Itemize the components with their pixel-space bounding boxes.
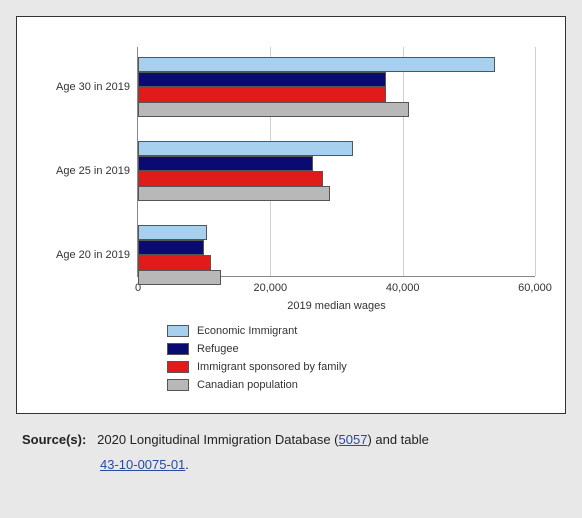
bar-group: Age 25 in 2019	[138, 141, 535, 201]
legend-item: Economic Immigrant	[167, 325, 545, 337]
chart: 2019 median wages 020,00040,00060,000Age…	[37, 37, 545, 317]
legend: Economic Immigrant Refugee Immigrant spons…	[167, 325, 545, 391]
bar-refugee	[138, 240, 204, 255]
chart-panel: 2019 median wages 020,00040,00060,000Age…	[16, 16, 566, 414]
legend-label: Immigrant sponsored by family	[197, 361, 347, 373]
bar-family	[138, 255, 211, 270]
source-text-2: ) and table	[367, 432, 428, 447]
legend-label: Refugee	[197, 343, 239, 355]
bar-family	[138, 87, 386, 102]
bar-group: Age 20 in 2019	[138, 225, 535, 285]
bar-canadian	[138, 186, 330, 201]
bar-economic	[138, 141, 353, 156]
y-category-label: Age 25 in 2019	[38, 165, 138, 177]
legend-label: Canadian population	[197, 379, 298, 391]
source-text-3: .	[185, 457, 189, 472]
legend-swatch	[167, 325, 189, 337]
source-link-table[interactable]: 43-10-0075-01	[100, 457, 185, 472]
plot-area: 2019 median wages 020,00040,00060,000Age…	[137, 47, 535, 277]
y-category-label: Age 30 in 2019	[38, 81, 138, 93]
source-label: Source(s):	[22, 432, 86, 447]
source-line: Source(s): 2020 Longitudinal Immigration…	[22, 428, 560, 477]
bar-economic	[138, 57, 495, 72]
bar-economic	[138, 225, 207, 240]
source-link-5057[interactable]: 5057	[339, 432, 368, 447]
x-axis-title: 2019 median wages	[138, 300, 535, 312]
legend-swatch	[167, 379, 189, 391]
bar-canadian	[138, 102, 409, 117]
bar-refugee	[138, 156, 313, 171]
bar-family	[138, 171, 323, 186]
legend-item: Refugee	[167, 343, 545, 355]
bar-group: Age 30 in 2019	[138, 57, 535, 117]
source-text-1: 2020 Longitudinal Immigration Database (	[97, 432, 338, 447]
legend-swatch	[167, 343, 189, 355]
y-category-label: Age 20 in 2019	[38, 249, 138, 261]
gridline	[535, 47, 536, 276]
legend-label: Economic Immigrant	[197, 325, 297, 337]
bar-canadian	[138, 270, 221, 285]
legend-item: Immigrant sponsored by family	[167, 361, 545, 373]
legend-swatch	[167, 361, 189, 373]
bar-refugee	[138, 72, 386, 87]
legend-item: Canadian population	[167, 379, 545, 391]
